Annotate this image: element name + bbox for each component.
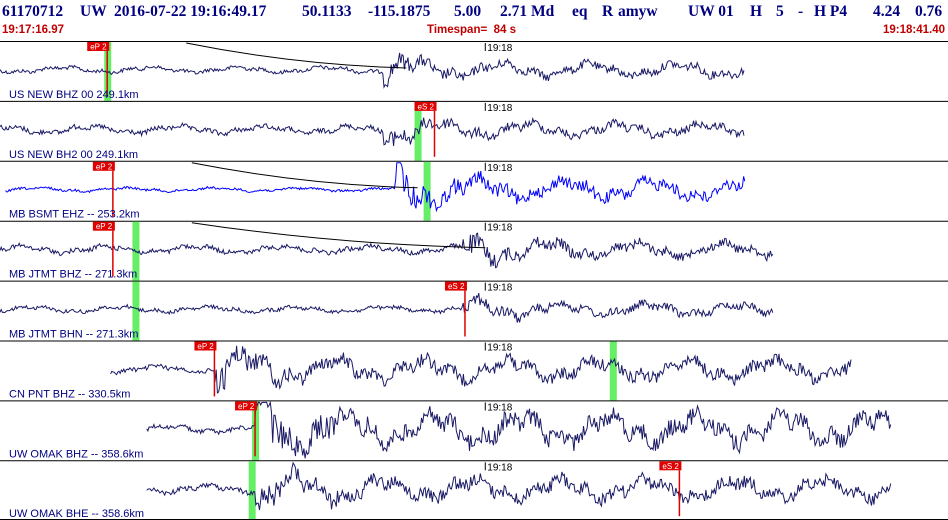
value-1: 4.24 <box>873 3 901 20</box>
waveform-trace[interactable] <box>110 345 852 394</box>
phase-pick-label: eP 2 <box>90 43 107 52</box>
phase-pick-label: eP 2 <box>96 222 113 231</box>
phase-pick-label: eP 2 <box>96 162 113 171</box>
channel-label: UW OMAK BHE -- 358.6km <box>9 508 144 520</box>
trace-row[interactable]: 19:18 eS 2 UW OMAK BHE -- 358.6km <box>0 460 948 520</box>
waveform-trace[interactable] <box>146 400 892 459</box>
channel-label: US NEW BH2 00 249.1km <box>9 149 138 161</box>
channel-label: MB JTMT BHN -- 271.3km <box>9 329 138 341</box>
timespan-label: Timespan= 84 s <box>427 24 516 36</box>
value-2: 0.76 <box>915 3 943 20</box>
event-header: 61170712 UW 2016-07-22 19:16:49.17 50.11… <box>0 0 948 41</box>
network-code: UW <box>80 3 107 20</box>
depth: 5.00 <box>454 3 482 20</box>
coda-envelope <box>191 222 486 249</box>
channel-label: MB JTMT BHZ -- 271.3km <box>9 269 137 281</box>
waveform-trace[interactable] <box>146 461 892 511</box>
seismogram-canvas[interactable]: 19:18 eP 2 US NEW BHZ 00 249.1km 19:18 eS 2 U… <box>0 41 948 520</box>
solution-source: UW 01 <box>688 3 734 20</box>
author: amyw <box>618 3 658 20</box>
phase-pick-label: eP 2 <box>238 402 255 411</box>
magnitude: 2.71 Md <box>500 3 555 20</box>
longitude: -115.1875 <box>368 3 431 20</box>
pick-window-band[interactable] <box>609 341 617 401</box>
seismogram-panel[interactable]: 19:18 eP 2 US NEW BHZ 00 249.1km 19:18 eS 2 U… <box>0 41 948 520</box>
phase-quality: H P4 <box>814 3 848 20</box>
window-start-time: 19:17:16.97 <box>2 24 65 36</box>
trace-row[interactable]: 19:18 eP 2 US NEW BHZ 00 249.1km <box>0 41 948 101</box>
phase-pick-flag[interactable] <box>194 341 217 351</box>
waveform-trace[interactable] <box>0 232 774 269</box>
pick-window-band[interactable] <box>132 221 140 281</box>
phase-count: 5 <box>776 3 784 20</box>
minute-label: 19:18 <box>487 163 512 174</box>
origin-time: 2016-07-22 19:16:49.17 <box>114 3 267 20</box>
minute-label: 19:18 <box>487 402 512 413</box>
trace-row[interactable]: 19:18 eP 2 UW OMAK BHZ -- 358.6km <box>0 400 948 461</box>
phase-pick-flag[interactable] <box>659 461 682 471</box>
separator: - <box>798 3 804 20</box>
coda-envelope <box>186 42 407 69</box>
minute-label: 19:18 <box>487 223 512 234</box>
quality-code: H <box>750 3 763 20</box>
phase-pick-label: eP 2 <box>197 342 214 351</box>
minute-label: 19:18 <box>487 43 512 54</box>
phase-pick-label: eS 2 <box>448 282 465 291</box>
phase-pick-flag[interactable] <box>92 221 115 231</box>
phase-pick-flag[interactable] <box>444 281 467 291</box>
pick-window-band[interactable] <box>423 161 431 221</box>
minute-label: 19:18 <box>487 462 512 473</box>
channel-label: US NEW BHZ 00 249.1km <box>9 89 139 101</box>
phase-pick-label: eS 2 <box>418 102 435 111</box>
window-end-time: 19:18:41.40 <box>882 24 945 36</box>
minute-label: 19:18 <box>487 343 512 354</box>
channel-label: CN PNT BHZ -- 330.5km <box>9 388 130 400</box>
event-id: 61170712 <box>2 3 64 20</box>
minute-label: 19:18 <box>487 103 512 114</box>
waveform-trace[interactable] <box>5 162 746 213</box>
phase-pick-flag[interactable] <box>92 161 115 171</box>
waveform-trace[interactable] <box>0 116 745 147</box>
trace-row[interactable]: 19:18 eS 2 US NEW BH2 00 249.1km <box>0 100 948 161</box>
coda-envelope <box>191 162 418 189</box>
phase-pick-label: eS 2 <box>662 462 679 471</box>
latitude: 50.1133 <box>302 3 352 20</box>
phase-pick-flag[interactable] <box>414 101 437 111</box>
trace-row[interactable]: 19:18 eP 2 MB JTMT BHZ -- 271.3km <box>0 220 948 281</box>
phase-pick-flag[interactable] <box>235 401 258 411</box>
review-flag: R <box>602 3 614 20</box>
waveform-trace[interactable] <box>0 293 774 323</box>
waveform-trace[interactable] <box>0 52 745 89</box>
trace-row[interactable]: 19:18 eP 2 MB BSMT EHZ -- 253.2km <box>0 160 948 221</box>
trace-row[interactable]: 19:18 eS 2 MB JTMT BHN -- 271.3km <box>0 280 948 341</box>
channel-label: MB BSMT EHZ -- 253.2km <box>9 209 140 221</box>
pick-window-band[interactable] <box>248 461 256 520</box>
event-type: eq <box>572 3 588 20</box>
event-summary-line: 61170712 UW 2016-07-22 19:16:49.17 50.11… <box>0 0 948 22</box>
time-bar: 19:17:16.97 Timespan= 84 s 19:18:41.40 <box>0 24 948 38</box>
phase-pick-flag[interactable] <box>87 42 110 51</box>
trace-row[interactable]: 19:18 eP 2 CN PNT BHZ -- 330.5km <box>0 340 948 401</box>
channel-label: UW OMAK BHZ -- 358.6km <box>9 448 143 460</box>
pick-window-band[interactable] <box>132 281 140 341</box>
minute-label: 19:18 <box>487 283 512 294</box>
